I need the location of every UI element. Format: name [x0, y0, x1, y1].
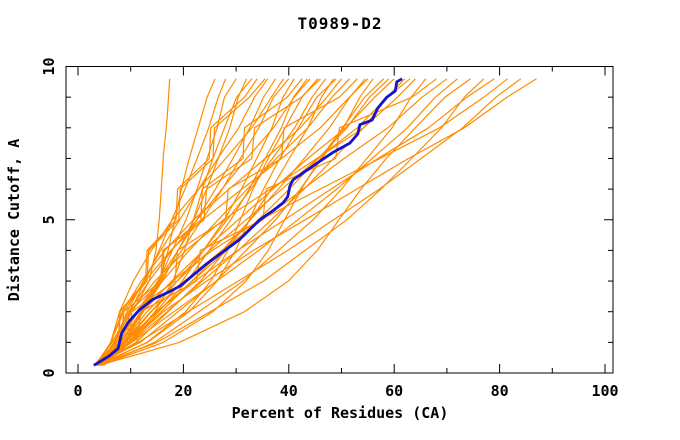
x-tick-label: 80 [491, 382, 509, 400]
model-line [97, 78, 319, 366]
x-tick-label: 40 [280, 382, 298, 400]
model-line [100, 78, 327, 366]
y-tick-label: 5 [40, 215, 58, 224]
y-tick-label: 0 [40, 368, 58, 377]
model-line [98, 78, 308, 366]
model-line [94, 78, 374, 366]
model-line [99, 78, 448, 366]
y-tick-label: 10 [40, 57, 58, 75]
model-line [98, 78, 471, 366]
x-tick-label: 60 [385, 382, 403, 400]
model-line [98, 78, 537, 366]
x-tick-label: 20 [174, 382, 192, 400]
model-line [98, 78, 406, 366]
highlighted-model-line [93, 77, 403, 367]
model-line [95, 78, 416, 366]
model-line [95, 78, 253, 366]
x-tick-label: 0 [73, 382, 82, 400]
model-line [96, 78, 458, 366]
x-axis-label: Percent of Residues (CA) [231, 404, 449, 422]
x-tick-label: 100 [591, 382, 618, 400]
model-line [97, 78, 290, 366]
model-line [99, 78, 266, 366]
model-line [97, 78, 258, 366]
model-line [95, 78, 395, 366]
model-line [96, 78, 522, 366]
model-line [95, 78, 321, 366]
chart-title: T0989-D2 [297, 14, 383, 33]
model-line [96, 78, 485, 366]
model-line [96, 78, 337, 366]
model-line [101, 78, 411, 366]
model-line [103, 78, 237, 366]
